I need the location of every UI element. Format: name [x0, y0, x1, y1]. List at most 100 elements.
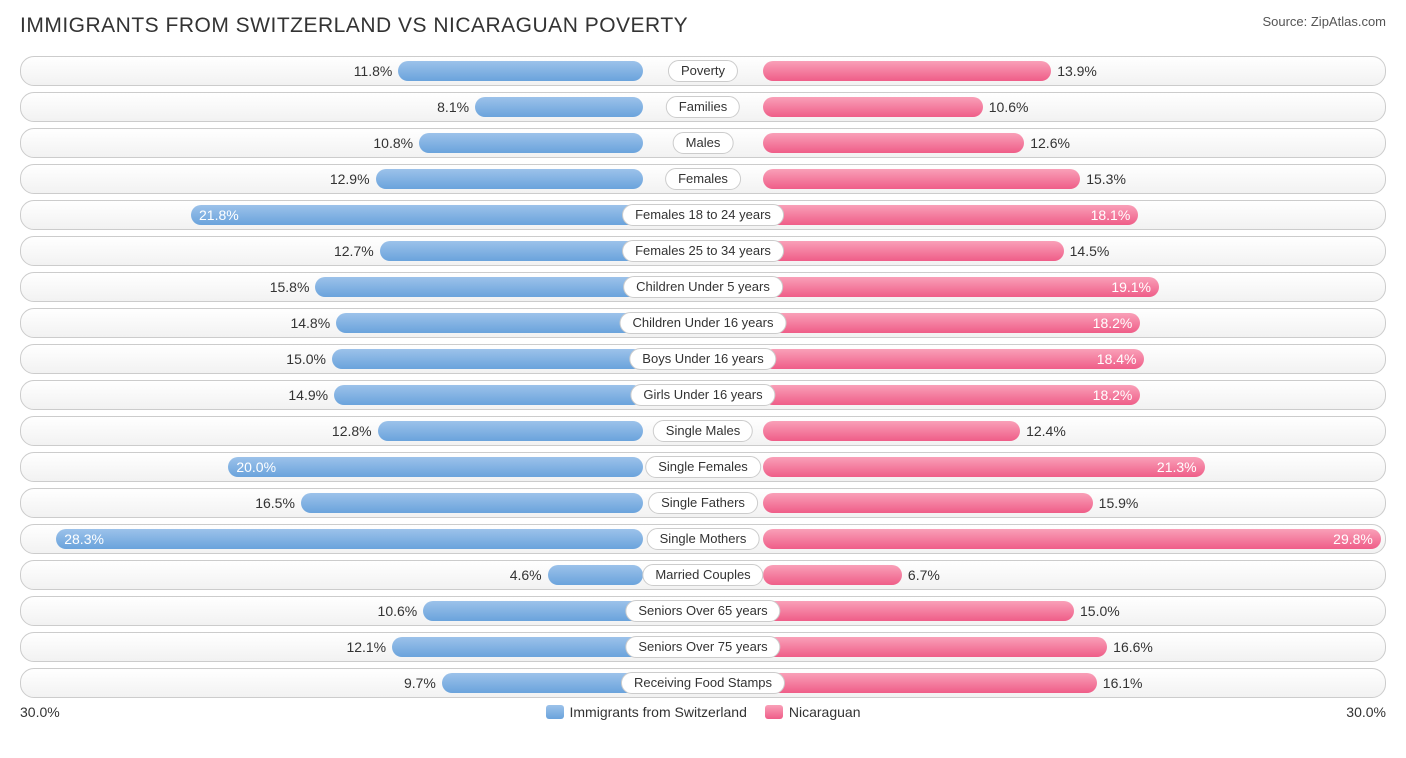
bar-right — [763, 133, 1024, 153]
chart-row: 12.1%16.6%Seniors Over 75 years — [20, 632, 1386, 662]
bar-right — [763, 277, 1159, 297]
value-label-right: 16.6% — [1113, 633, 1153, 661]
chart-row: 4.6% 6.7% Married Couples — [20, 560, 1386, 590]
bar-right — [763, 61, 1051, 81]
bar-right — [763, 169, 1080, 189]
category-label: Girls Under 16 years — [630, 384, 775, 406]
chart-row: 9.7% 16.1% Receiving Food Stamps — [20, 668, 1386, 698]
value-label-left: 4.6% — [510, 561, 542, 589]
bar-left — [378, 421, 643, 441]
bar-left — [548, 565, 643, 585]
chart-row: 10.6%15.0%Seniors Over 65 years — [20, 596, 1386, 626]
category-label: Females — [665, 168, 741, 190]
legend-swatch-blue — [546, 705, 564, 719]
value-label-left: 21.8% — [199, 201, 239, 229]
chart-row: 14.9% 18.2% Girls Under 16 years — [20, 380, 1386, 410]
value-label-right: 29.8% — [1333, 525, 1373, 553]
bar-right — [763, 349, 1144, 369]
value-label-left: 10.8% — [373, 129, 413, 157]
bar-right — [763, 241, 1064, 261]
value-label-right: 19.1% — [1111, 273, 1151, 301]
value-label-right: 13.9% — [1057, 57, 1097, 85]
bar-left — [56, 529, 643, 549]
bar-right — [763, 385, 1140, 405]
bar-left — [191, 205, 643, 225]
category-label: Poverty — [668, 60, 738, 82]
bar-left — [398, 61, 643, 81]
legend-label-right: Nicaraguan — [789, 704, 861, 720]
bar-right — [763, 493, 1093, 513]
value-label-right: 15.3% — [1086, 165, 1126, 193]
bar-left — [334, 385, 643, 405]
axis-max-right: 30.0% — [1346, 704, 1386, 720]
legend: Immigrants from Switzerland Nicaraguan — [546, 704, 861, 720]
bar-right — [763, 529, 1381, 549]
value-label-right: 18.2% — [1093, 381, 1133, 409]
value-label-right: 10.6% — [989, 93, 1029, 121]
bar-right — [763, 673, 1097, 693]
category-label: Married Couples — [642, 564, 763, 586]
bar-right — [763, 637, 1107, 657]
value-label-right: 18.2% — [1093, 309, 1133, 337]
bar-right — [763, 313, 1140, 333]
chart-row: 12.9% 15.3% Females — [20, 164, 1386, 194]
value-label-left: 12.9% — [330, 165, 370, 193]
chart-row: 15.0%18.4%Boys Under 16 years — [20, 344, 1386, 374]
category-label: Females 25 to 34 years — [622, 240, 784, 262]
value-label-right: 6.7% — [908, 561, 940, 589]
category-label: Seniors Over 75 years — [625, 636, 780, 658]
legend-item-left: Immigrants from Switzerland — [546, 704, 747, 720]
value-label-right: 18.4% — [1097, 345, 1137, 373]
source-attribution: Source: ZipAtlas.com — [1262, 14, 1386, 29]
value-label-right: 15.0% — [1080, 597, 1120, 625]
value-label-left: 15.8% — [270, 273, 310, 301]
legend-label-left: Immigrants from Switzerland — [570, 704, 747, 720]
value-label-right: 12.6% — [1030, 129, 1070, 157]
category-label: Receiving Food Stamps — [621, 672, 785, 694]
value-label-left: 8.1% — [437, 93, 469, 121]
value-label-left: 20.0% — [236, 453, 276, 481]
chart-row: 10.8%12.6%Males — [20, 128, 1386, 158]
category-label: Single Mothers — [647, 528, 760, 550]
bar-left — [442, 673, 643, 693]
legend-item-right: Nicaraguan — [765, 704, 861, 720]
category-label: Children Under 16 years — [620, 312, 787, 334]
chart-row: 21.8%18.1%Females 18 to 24 years — [20, 200, 1386, 230]
chart-row: 15.8% 19.1% Children Under 5 years — [20, 272, 1386, 302]
value-label-left: 9.7% — [404, 669, 436, 697]
bar-left — [336, 313, 643, 333]
bar-left — [228, 457, 643, 477]
bar-left — [376, 169, 643, 189]
category-label: Children Under 5 years — [623, 276, 783, 298]
bar-left — [475, 97, 643, 117]
value-label-left: 14.9% — [288, 381, 328, 409]
bar-left — [380, 241, 643, 261]
chart-row: 20.0%21.3%Single Females — [20, 452, 1386, 482]
value-label-right: 12.4% — [1026, 417, 1066, 445]
chart-row: 12.7% 14.5% Females 25 to 34 years — [20, 236, 1386, 266]
chart-body: 11.8%13.9%Poverty8.1%10.6%Families10.8%1… — [20, 56, 1386, 698]
value-label-right: 14.5% — [1070, 237, 1110, 265]
bar-left — [332, 349, 643, 369]
bar-right — [763, 97, 983, 117]
value-label-left: 14.8% — [290, 309, 330, 337]
category-label: Families — [666, 96, 740, 118]
value-label-left: 11.8% — [354, 57, 393, 85]
value-label-right: 15.9% — [1099, 489, 1139, 517]
value-label-right: 18.1% — [1091, 201, 1131, 229]
value-label-left: 16.5% — [255, 489, 295, 517]
chart-row: 11.8% 13.9% Poverty — [20, 56, 1386, 86]
legend-swatch-pink — [765, 705, 783, 719]
bar-right — [763, 457, 1205, 477]
chart-title: IMMIGRANTS FROM SWITZERLAND VS NICARAGUA… — [20, 14, 688, 38]
axis-max-left: 30.0% — [20, 704, 60, 720]
value-label-left: 28.3% — [64, 525, 104, 553]
value-label-right: 21.3% — [1157, 453, 1197, 481]
bar-left — [315, 277, 643, 297]
value-label-right: 16.1% — [1103, 669, 1143, 697]
category-label: Single Males — [653, 420, 753, 442]
category-label: Boys Under 16 years — [629, 348, 776, 370]
value-label-left: 12.7% — [334, 237, 374, 265]
chart-row: 16.5%15.9%Single Fathers — [20, 488, 1386, 518]
chart-row: 14.8% 18.2% Children Under 16 years — [20, 308, 1386, 338]
